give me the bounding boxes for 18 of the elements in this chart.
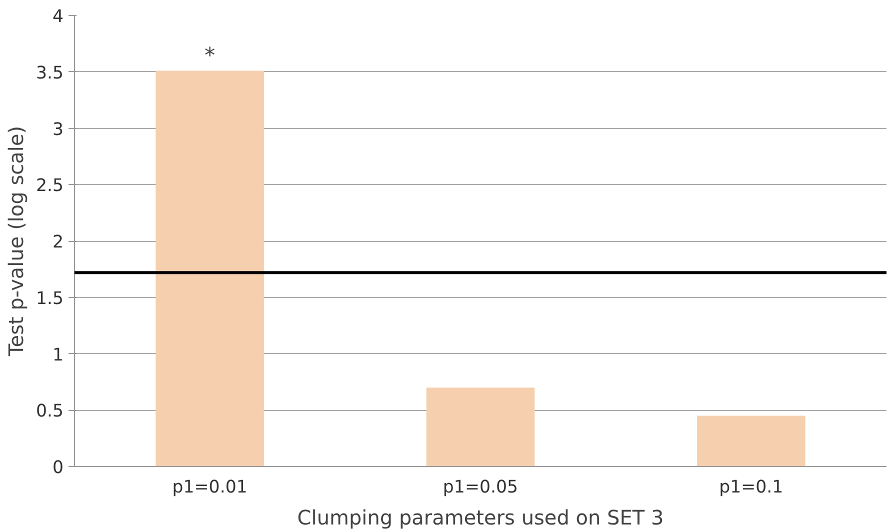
y-tick-label: 2.5: [36, 176, 64, 196]
x-axis-title: Clumping parameters used on SET 3: [297, 506, 664, 530]
y-tick-label: 1.5: [36, 288, 64, 309]
y-tick-label: 3: [52, 120, 64, 140]
x-tick-label: p1=0.05: [442, 478, 518, 498]
bar: [426, 388, 535, 466]
annotation: *: [204, 44, 216, 69]
x-tick-label: p1=0.1: [719, 478, 784, 498]
y-tick-label: 2: [52, 232, 64, 252]
y-tick-label: 0.5: [36, 402, 64, 422]
y-tick-label: 1: [52, 345, 64, 366]
x-tick-label: p1=0.01: [172, 478, 248, 498]
y-tick-label: 0: [52, 458, 64, 478]
bar: [156, 70, 264, 466]
bar: [697, 416, 806, 466]
y-axis-title: Test p-value (log scale): [4, 126, 28, 358]
y-tick-label: 4: [52, 7, 64, 27]
y-tick-label: 3.5: [36, 63, 64, 84]
